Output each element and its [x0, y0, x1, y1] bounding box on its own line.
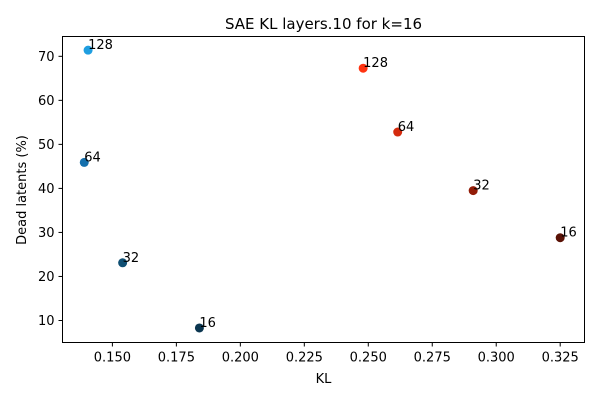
point-label: 128 — [88, 38, 113, 53]
data-point — [194, 323, 204, 333]
point-label: 16 — [199, 316, 216, 331]
chart-title: SAE KL layers.10 for k=16 — [225, 15, 422, 33]
point-label: 16 — [560, 226, 577, 241]
x-tick-label: 0.325 — [542, 351, 579, 366]
data-point — [393, 127, 403, 137]
data-point — [118, 258, 128, 268]
y-tick-label: 60 — [38, 94, 55, 109]
data-points: 128 64 32 16 128 64 32 16 — [79, 38, 577, 333]
data-point — [79, 157, 89, 167]
data-point — [555, 233, 565, 243]
data-point — [358, 63, 368, 73]
x-tick-label: 0.275 — [414, 351, 451, 366]
x-tick-label: 0.200 — [222, 351, 259, 366]
data-point — [83, 45, 93, 55]
plot-frame — [62, 36, 585, 343]
y-tick-label: 30 — [38, 226, 55, 241]
point-label: 32 — [473, 179, 490, 194]
x-axis-ticks: 0.150 0.175 0.200 0.225 0.250 0.275 0.300 0.325 — [94, 342, 579, 366]
x-axis-label: KL — [316, 372, 333, 387]
data-point — [468, 186, 478, 196]
point-label: 64 — [398, 120, 415, 135]
y-tick-label: 50 — [38, 138, 55, 153]
x-tick-label: 0.300 — [478, 351, 515, 366]
y-tick-label: 20 — [38, 270, 55, 285]
point-label: 32 — [123, 251, 140, 266]
y-tick-label: 40 — [38, 182, 55, 197]
point-label: 128 — [363, 56, 388, 71]
x-tick-label: 0.175 — [158, 351, 195, 366]
y-axis-ticks: 10 20 30 40 50 60 70 — [38, 50, 63, 329]
y-tick-label: 10 — [38, 314, 55, 329]
x-tick-label: 0.225 — [286, 351, 323, 366]
y-axis-label: Dead latents (%) — [15, 135, 30, 245]
y-tick-label: 70 — [38, 50, 55, 65]
x-tick-label: 0.150 — [94, 351, 131, 366]
x-tick-label: 0.250 — [350, 351, 387, 366]
point-label: 64 — [84, 150, 101, 165]
